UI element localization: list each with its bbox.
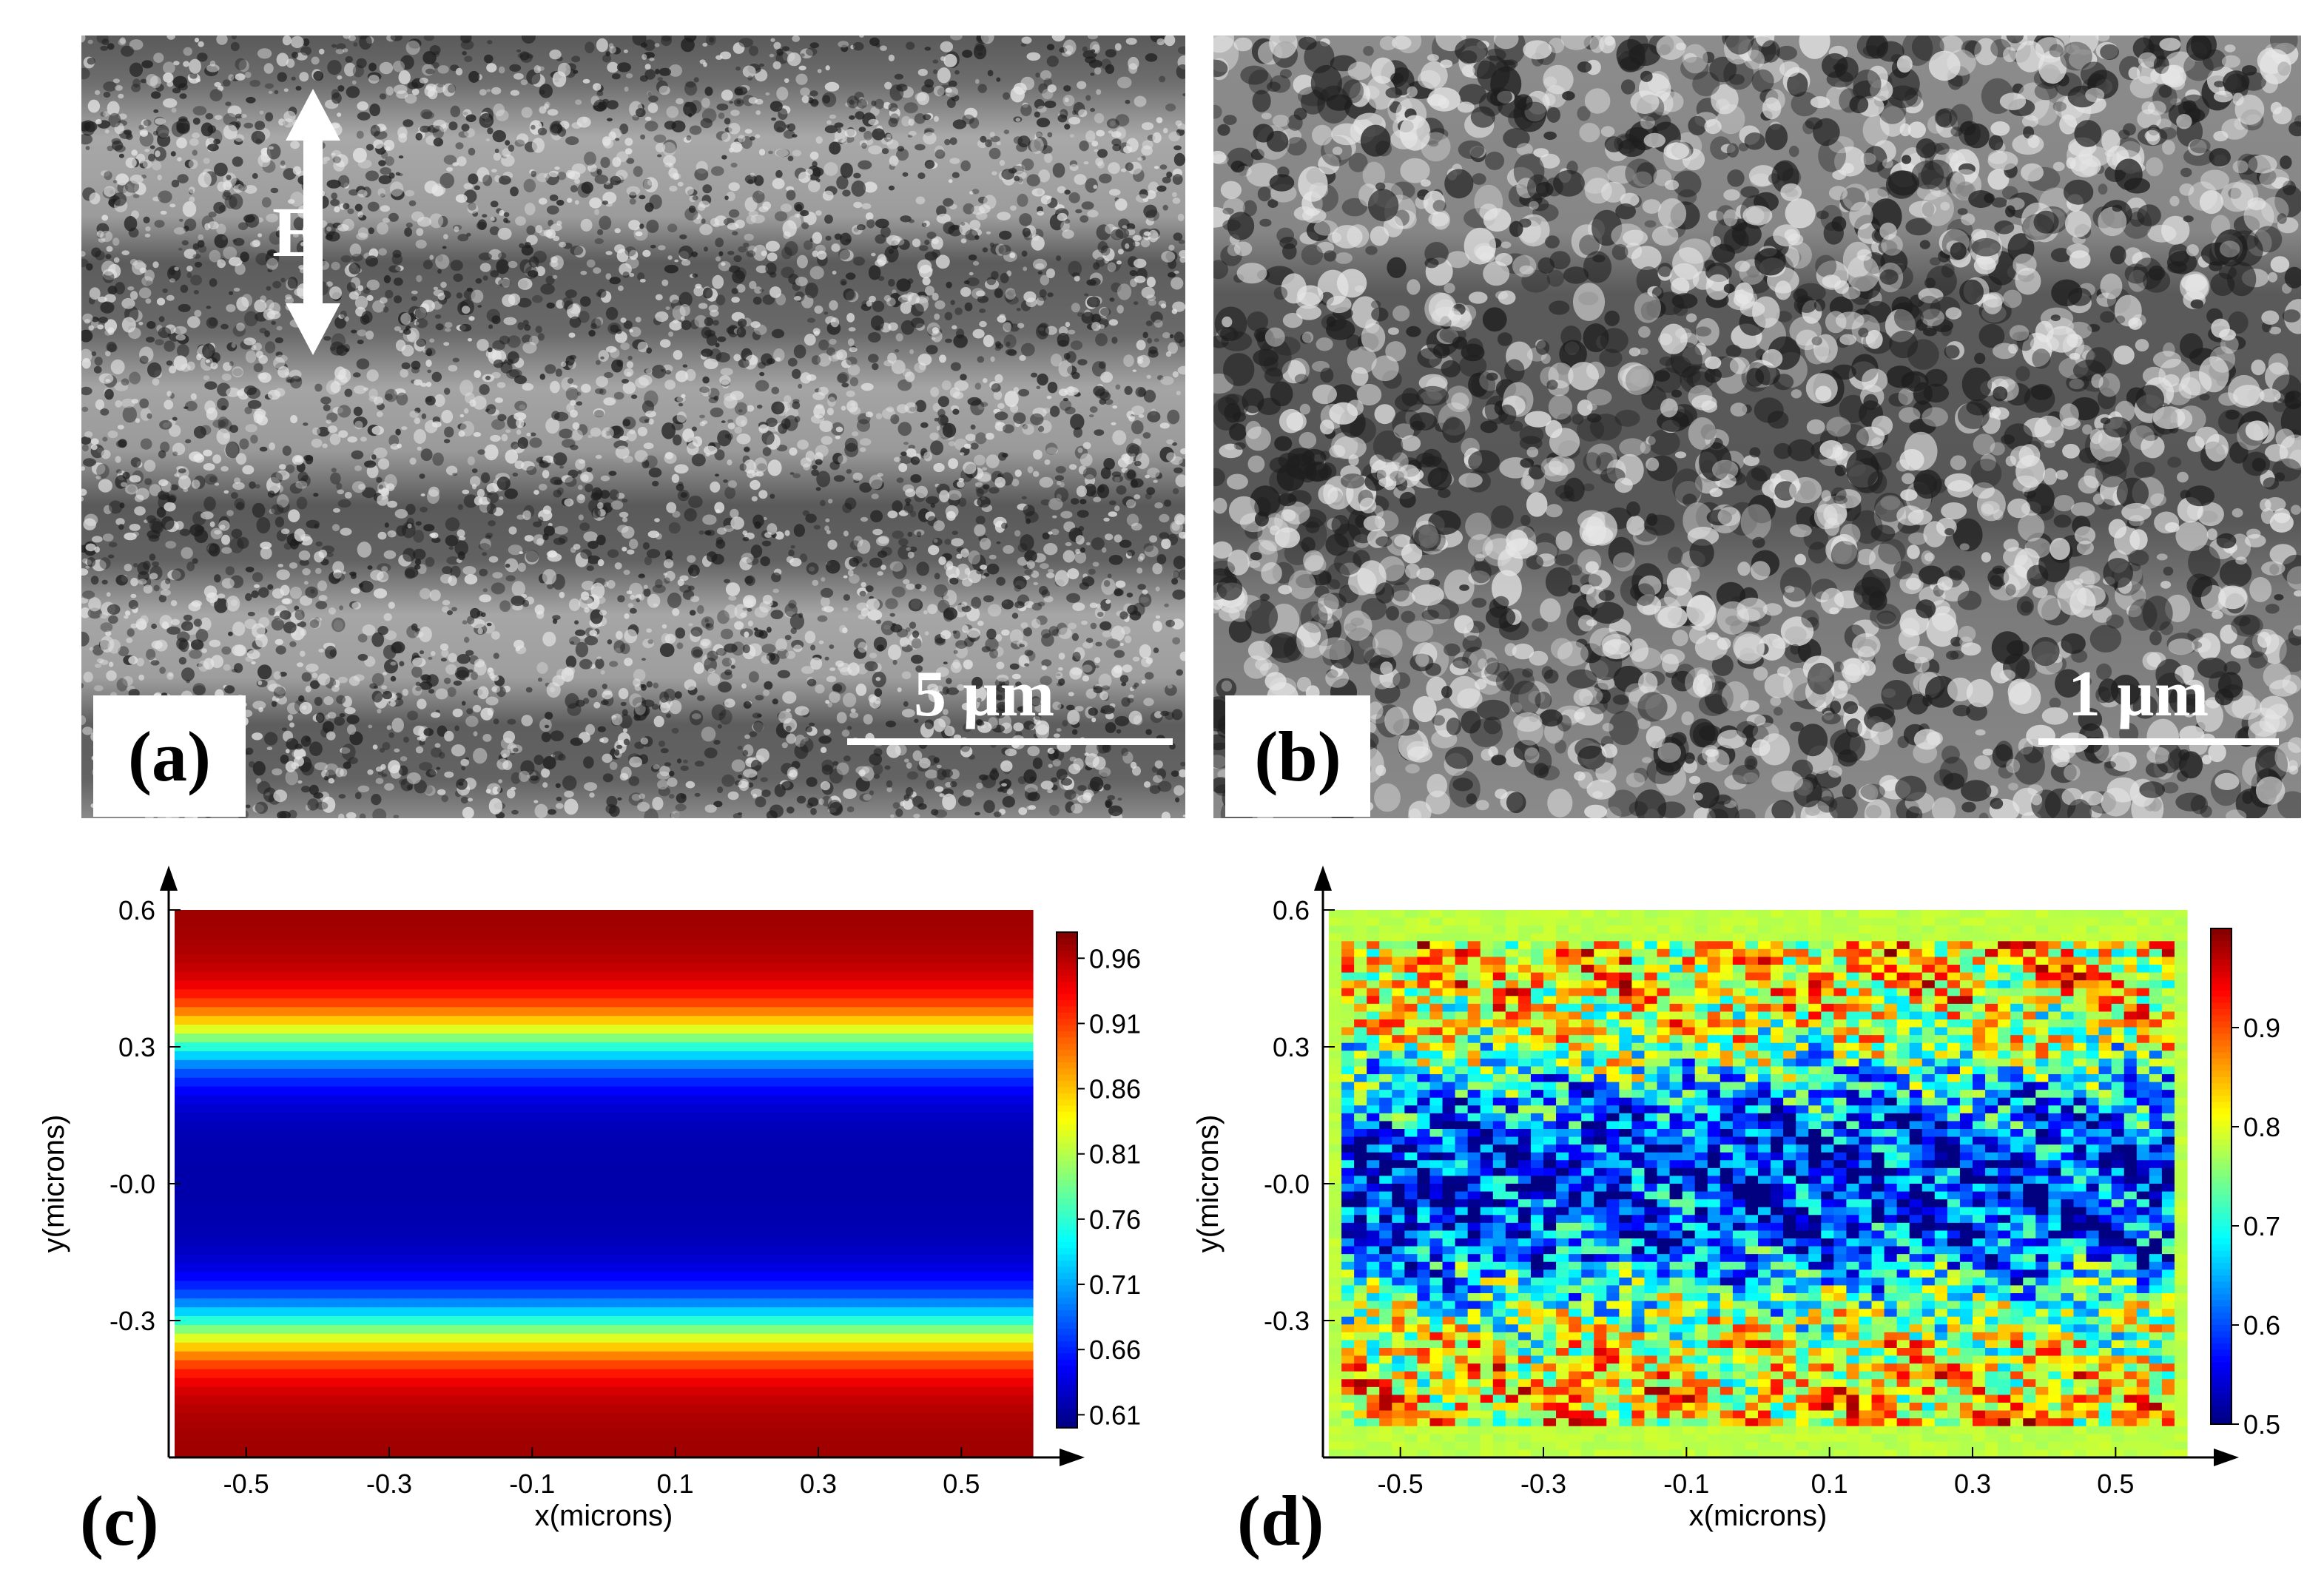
x-tick-label: 0.3 [1954, 1469, 1991, 1499]
y-tick-label: -0.0 [110, 1169, 155, 1199]
scale-bar-b [2038, 738, 2279, 745]
heatmap-c: -0.5 -0.3 -0.1 0.1 0.3 0.5 0.6 0.3 -0.0 -0.3 x(mic… [0, 851, 1162, 1574]
x-tick-label: 0.3 [800, 1469, 837, 1499]
heatmap-cells [1329, 910, 2188, 1458]
e-field-label: E [272, 191, 320, 273]
y-axis-arrow-icon [160, 866, 178, 891]
heatmap-d-plot: -0.5 -0.3 -0.1 0.1 0.3 0.5 0.6 0.3 -0.0 -0.3 x(mic… [1162, 851, 2324, 1574]
x-axis-label: x(microns) [535, 1500, 673, 1532]
x-tick-label: 0.1 [1811, 1469, 1848, 1499]
colorbar-tick-label: 0.7 [2243, 1211, 2280, 1241]
colorbar-tick-label: 0.61 [1089, 1400, 1141, 1430]
sem-image-a: E 5 µm (a) [81, 36, 1185, 818]
y-tick-label: -0.0 [1264, 1169, 1310, 1199]
x-tick-label: -0.5 [1378, 1469, 1424, 1499]
x-axis-label: x(microns) [1689, 1500, 1828, 1532]
colorbar-tick-label: 0.81 [1089, 1139, 1141, 1170]
colorbar: 0.9 0.8 0.7 0.6 0.5 [2211, 928, 2280, 1440]
heatmap-cells [175, 910, 1034, 1458]
colorbar-tick-label: 0.86 [1089, 1074, 1141, 1105]
panel-label-a: (a) [93, 695, 246, 817]
panel-label-b: (b) [1225, 695, 1370, 817]
y-tick-label: 0.3 [1273, 1032, 1310, 1062]
heatmap-d: -0.5 -0.3 -0.1 0.1 0.3 0.5 0.6 0.3 -0.0 -0.3 x(mic… [1162, 851, 2324, 1574]
colorbar: 0.96 0.91 0.86 0.81 0.76 0.71 0.66 0.61 [1057, 932, 1141, 1430]
colorbar-tick-label: 0.6 [2243, 1310, 2280, 1341]
scale-bar-label-b: 1 µm [2068, 657, 2209, 732]
colorbar-tick-label: 0.71 [1089, 1270, 1141, 1300]
x-axis-arrow-icon [2214, 1449, 2239, 1466]
y-tick-label: 0.6 [118, 895, 155, 925]
colorbar-tick-label: 0.8 [2243, 1112, 2280, 1142]
colorbar-tick-label: 0.96 [1089, 943, 1141, 974]
x-tick-label: -0.1 [1663, 1469, 1709, 1499]
scale-bar-label-a: 5 µm [914, 657, 1054, 732]
y-tick-label: 0.6 [1273, 895, 1310, 925]
sem-image-b: 1 µm (b) [1213, 36, 2301, 818]
x-tick-label: -0.3 [1520, 1469, 1566, 1499]
x-tick-label: 0.5 [943, 1469, 980, 1499]
colorbar-tick-label: 0.66 [1089, 1335, 1141, 1365]
colorbar-tick-label: 0.9 [2243, 1013, 2280, 1043]
colorbar-tick-label: 0.76 [1089, 1204, 1141, 1235]
x-tick-label: -0.5 [223, 1469, 269, 1499]
y-axis-label: y(microns) [1192, 1115, 1225, 1253]
colorbar-tick-label: 0.91 [1089, 1008, 1141, 1039]
panel-label-c: (c) [80, 1480, 159, 1562]
y-tick-label: -0.3 [1264, 1306, 1310, 1336]
colorbar-tick-label: 0.5 [2243, 1409, 2280, 1440]
scale-bar-a [847, 738, 1173, 745]
x-tick-label: 0.5 [2097, 1469, 2134, 1499]
y-axis-label: y(microns) [38, 1115, 70, 1253]
x-tick-label: 0.1 [657, 1469, 694, 1499]
panel-label-d: (d) [1237, 1480, 1324, 1562]
y-tick-label: 0.3 [118, 1032, 155, 1062]
heatmap-c-plot: -0.5 -0.3 -0.1 0.1 0.3 0.5 0.6 0.3 -0.0 -0.3 x(mic… [0, 851, 1162, 1574]
y-axis-arrow-icon [1314, 866, 1332, 891]
x-axis-arrow-icon [1060, 1449, 1085, 1466]
y-tick-label: -0.3 [110, 1306, 155, 1336]
x-tick-label: -0.3 [366, 1469, 412, 1499]
x-tick-label: -0.1 [509, 1469, 555, 1499]
